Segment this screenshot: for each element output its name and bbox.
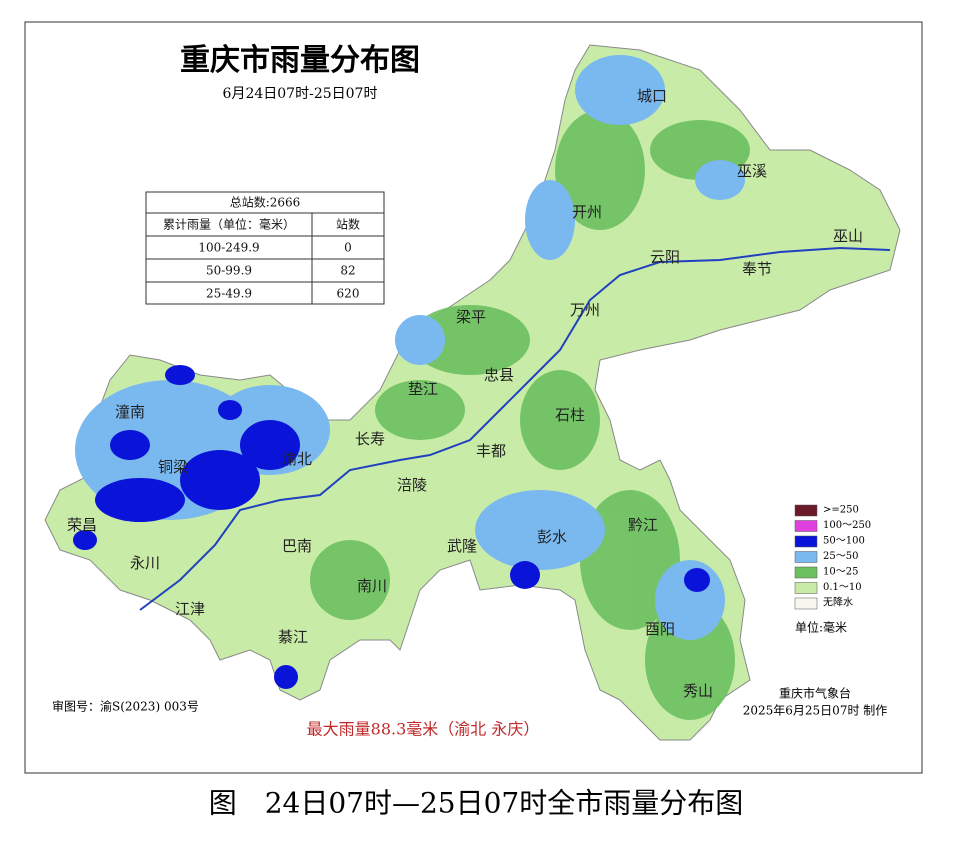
table-total: 总站数:2666 [230,195,301,210]
place-label: 奉节 [742,260,772,278]
legend-swatch [794,597,818,610]
legend-label: 50～100 [823,536,865,547]
place-label: 酉阳 [645,620,675,638]
legend-label: 100～250 [823,520,871,531]
rain-50-100 [73,365,710,689]
place-label: 垫江 [408,380,438,398]
place-label: 铜梁 [158,458,188,476]
place-label: 云阳 [650,248,680,266]
caption: 图 24日07时—25日07时全市雨量分布图 [209,787,744,820]
legend-swatch [794,535,818,548]
place-label: 武隆 [447,537,477,555]
place-label: 南川 [357,577,387,595]
place-label: 巫溪 [737,162,767,180]
legend-swatch [794,504,818,517]
table-cell: 100-249.9 [198,241,259,255]
place-label: 忠县 [484,366,514,384]
place-label: 秀山 [683,682,713,700]
max-rain: 最大雨量88.3毫米（渝北 永庆） [307,720,540,739]
place-label: 长寿 [355,430,385,448]
place-label: 綦江 [278,628,308,646]
place-label: 城口 [637,87,667,105]
place-label: 彭水 [537,528,567,546]
map-shapes [44,44,901,741]
legend-label: 0.1～10 [823,582,862,593]
legend-label: 25～50 [823,551,858,562]
legend-label: >=250 [823,505,859,516]
place-label: 开州 [572,203,602,221]
legend-label: 10～25 [823,567,858,578]
yangtze-river [139,246,891,611]
place-label: 涪陵 [397,476,427,494]
legend-swatch [794,520,818,532]
legend: >=250 100～250 50～100 25～50 10～25 0.1～10 无降水单位:… [794,504,871,635]
made-time: 2025年6月25日07时 制作 [743,704,888,718]
subtitle: 6月24日07时-25日07时 [223,86,378,102]
place-label: 黔江 [628,516,658,534]
place-labels: 城口 巫溪 开州 云阳 奉节 巫山 梁平 万州 垫江 忠县 长寿 石柱 丰都 涪… [67,87,863,700]
table-cell: 82 [340,264,355,278]
place-label: 江津 [175,600,205,618]
title: 重庆市雨量分布图 [180,43,420,78]
legend-swatch [794,582,818,594]
place-label: 潼南 [115,403,145,421]
place-label: 石柱 [555,406,585,424]
table-header: 站数 [336,217,360,232]
legend-unit: 单位:毫米 [795,620,847,635]
station-table: 总站数:2666 累计雨量（单位：毫米） 站数 100-249.9 0 50-99.… [145,191,385,305]
legend-swatch [794,551,818,563]
place-label: 丰都 [476,442,506,460]
approval-number: 审图号：渝S(2023) 003号 [52,699,199,714]
table-cell: 620 [337,287,360,301]
agency: 重庆市气象台 [779,686,851,701]
legend-swatch [794,566,818,579]
place-label: 万州 [570,301,600,319]
place-label: 巫山 [833,227,863,245]
table-header: 累计雨量（单位：毫米） [163,217,295,232]
place-label: 梁平 [456,308,486,326]
place-label: 渝北 [282,450,312,468]
place-label: 永川 [130,554,160,572]
place-label: 荣昌 [67,516,97,534]
table-cell: 25-49.9 [206,287,252,301]
table-cell: 0 [344,241,352,255]
legend-label: 无降水 [823,596,853,609]
table-cell: 50-99.9 [206,264,252,278]
place-label: 巴南 [282,537,312,555]
